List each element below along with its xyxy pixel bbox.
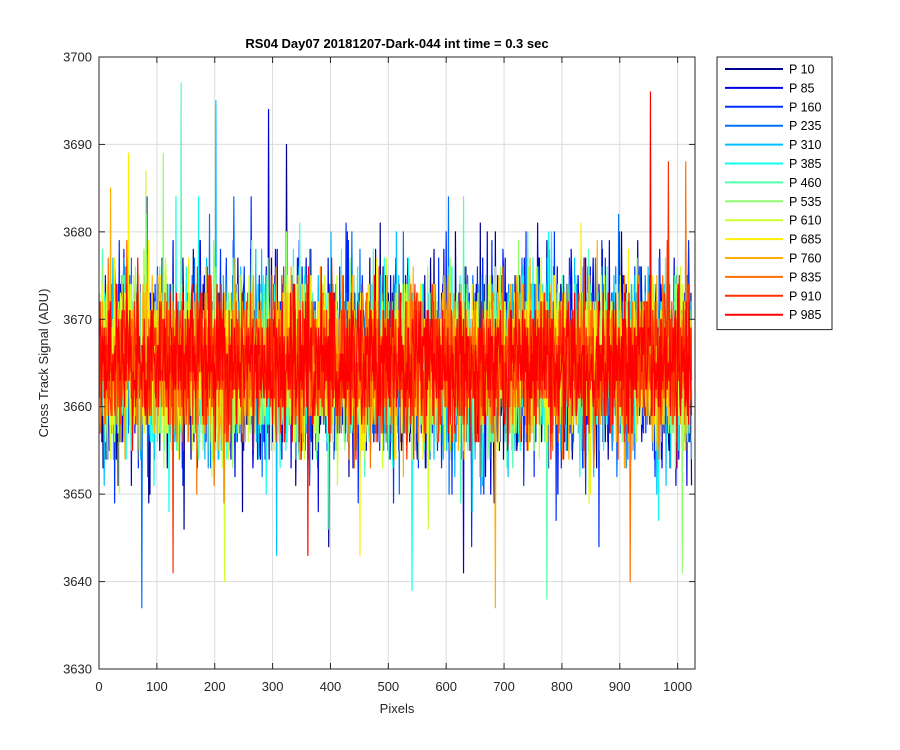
y-tick-label: 3680 bbox=[63, 224, 92, 239]
series-line bbox=[98, 161, 693, 574]
legend: P 10 P 85 P 160 P 235 P 310 P 385 P 460 P 535 P … bbox=[716, 56, 833, 331]
x-tick-label: 900 bbox=[609, 679, 631, 694]
y-tick-label: 3630 bbox=[63, 662, 92, 677]
y-tick-label: 3650 bbox=[63, 487, 92, 502]
series-layer bbox=[98, 82, 693, 609]
x-tick-label: 300 bbox=[262, 679, 284, 694]
series-line bbox=[98, 91, 693, 556]
x-tick-label: 200 bbox=[204, 679, 226, 694]
x-tick-label: 400 bbox=[320, 679, 342, 694]
y-tick-label: 3660 bbox=[63, 399, 92, 414]
x-tick-label: 500 bbox=[377, 679, 399, 694]
legend-label: P 535 bbox=[789, 195, 821, 209]
axes-box bbox=[98, 56, 696, 670]
x-tick-label: 100 bbox=[146, 679, 168, 694]
legend-label: P 385 bbox=[789, 157, 821, 171]
legend-label: P 835 bbox=[789, 270, 821, 284]
x-axis-label: Pixels bbox=[380, 701, 415, 716]
legend-label: P 910 bbox=[789, 289, 821, 303]
legend-label: P 160 bbox=[789, 100, 821, 114]
legend-label: P 985 bbox=[789, 308, 821, 322]
legend-label: P 760 bbox=[789, 252, 821, 266]
legend-label: P 85 bbox=[789, 81, 815, 95]
legend-label: P 685 bbox=[789, 233, 821, 247]
x-tick-label: 700 bbox=[493, 679, 515, 694]
x-tick-label: 800 bbox=[551, 679, 573, 694]
y-tick-label: 3670 bbox=[63, 312, 92, 327]
ticks: 0 100 200 300 400 500 600 700 800 900 1000 3630 3640… bbox=[63, 50, 695, 694]
legend-label: P 610 bbox=[789, 214, 821, 228]
plot-area: 0 100 200 300 400 500 600 700 800 900 1000 3630 3640… bbox=[63, 50, 696, 694]
legend-box bbox=[716, 56, 833, 331]
y-tick-label: 3690 bbox=[63, 137, 92, 152]
x-tick-label: 0 bbox=[95, 679, 102, 694]
x-tick-label: 600 bbox=[435, 679, 457, 694]
y-axis-label: Cross Track Signal (ADU) bbox=[36, 289, 51, 438]
x-tick-label: 1000 bbox=[663, 679, 692, 694]
y-tick-label: 3700 bbox=[63, 50, 92, 65]
legend-label: P 310 bbox=[789, 138, 821, 152]
chart-title: RS04 Day07 20181207-Dark-044 int time = … bbox=[245, 36, 548, 51]
y-tick-label: 3640 bbox=[63, 574, 92, 589]
legend-label: P 10 bbox=[789, 63, 815, 77]
legend-label: P 235 bbox=[789, 119, 821, 133]
legend-label: P 460 bbox=[789, 176, 821, 190]
